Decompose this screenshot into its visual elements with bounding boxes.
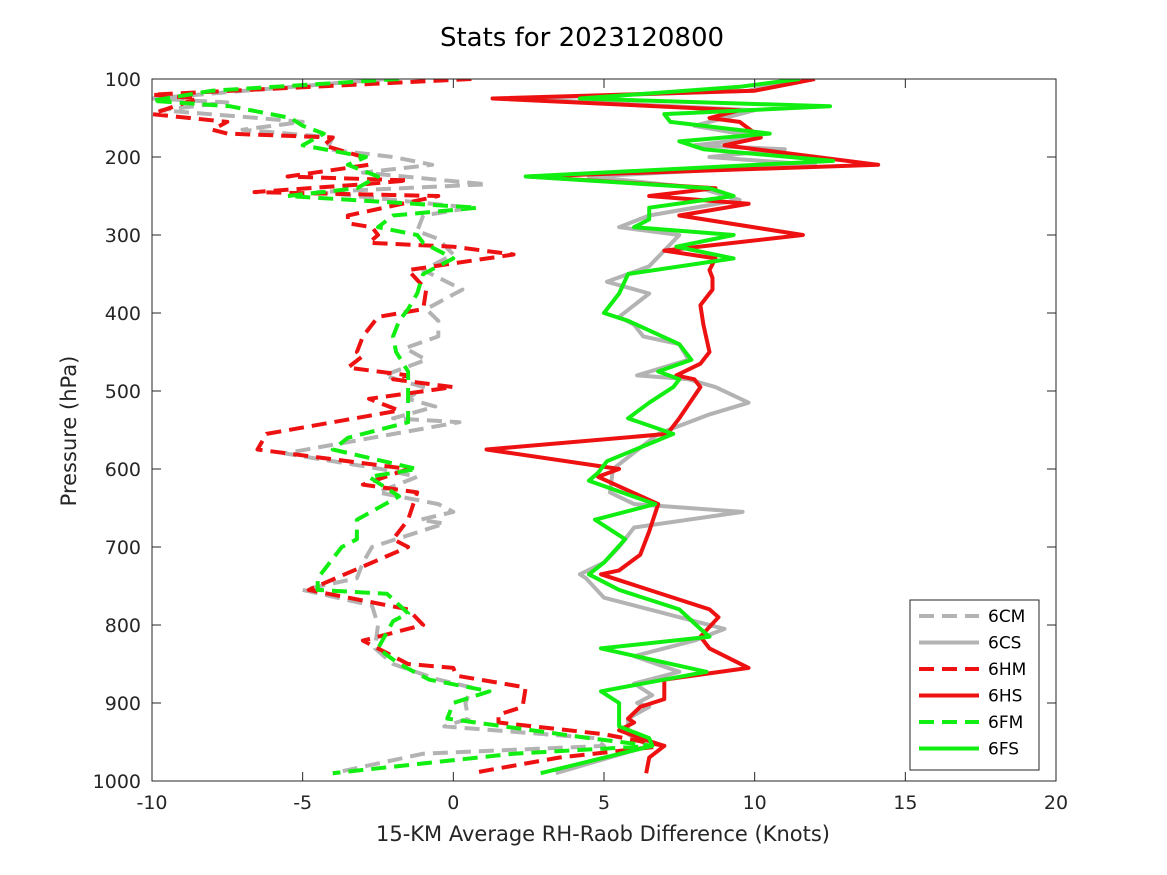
x-tick-label: 10 [743,792,767,814]
x-tick-label: 0 [447,792,459,814]
x-tick-label: 20 [1044,792,1068,814]
y-tick-label: 1000 [93,771,141,793]
legend-label-6hm: 6HM [988,660,1026,680]
legend-label-6fs: 6FS [988,740,1019,760]
y-tick-label: 400 [105,303,141,325]
y-tick-label: 500 [105,381,141,403]
legend-label-6fm: 6FM [988,713,1023,733]
x-axis: -10 -5 0 5 10 15 20 [136,79,1068,814]
legend-label-6hs: 6HS [988,687,1022,707]
y-tick-label: 200 [105,147,141,169]
series-line-6hs [484,79,881,774]
series-line-6fm [152,79,655,776]
series-line-6hm [152,79,667,776]
y-tick-label: 300 [105,225,141,247]
y-axis-label: Pressure (hPa) [57,356,81,507]
y-tick-label: 700 [105,537,141,559]
legend-label-6cm: 6CM [988,607,1025,627]
legend-box [909,599,1040,771]
x-tick-label: 5 [598,792,610,814]
series-line-6cm [152,79,606,776]
legend-label-6cs: 6CS [988,634,1021,654]
x-tick-label: -10 [136,792,167,814]
chart-title: Stats for 2023120800 [440,23,724,53]
legend: 6CM 6CS 6HM 6HS 6FM 6FS [909,599,1040,771]
x-axis-label: 15-KM Average RH-Raob Difference (Knots) [376,822,830,846]
series-group [152,79,881,776]
x-tick-label: 15 [893,792,917,814]
y-tick-label: 800 [105,615,141,637]
x-tick-label: -5 [293,792,312,814]
y-tick-label: 900 [105,693,141,715]
y-axis: 100 200 300 400 500 600 700 800 900 1000 [93,69,1056,793]
y-tick-label: 600 [105,459,141,481]
y-tick-label: 100 [105,69,141,91]
series-line-6fs [523,79,835,776]
